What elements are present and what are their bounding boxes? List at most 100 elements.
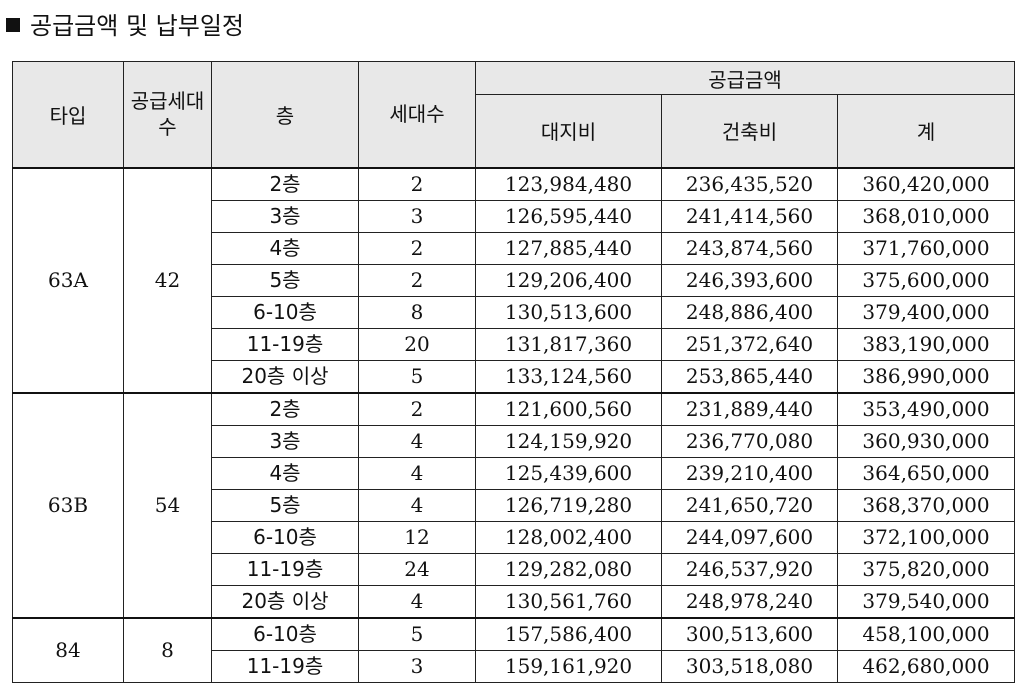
units-cell: 24	[358, 552, 476, 586]
supply-price-table: 타입 공급세대수 층 세대수 공급금액 대지비 건축비 계 63A 42 2층 2 12…	[12, 61, 1016, 683]
total-price-cell: 375,600,000	[836, 263, 1016, 297]
land-price-cell: 125,439,600	[475, 456, 662, 490]
table-row: 20층 이상 5 133,124,560 253,865,440 386,990,000	[13, 359, 1016, 393]
table-row: 3층 3 126,595,440 241,414,560 368,010,000	[13, 199, 1016, 233]
building-price-cell: 231,889,440	[661, 391, 838, 426]
table-row: 6-10층 12 128,002,400 244,097,600 372,100,000	[13, 520, 1016, 554]
building-price-cell: 246,393,600	[661, 263, 838, 297]
supply-units-cell: 54	[123, 391, 212, 618]
building-price-cell: 300,513,600	[661, 616, 838, 651]
total-price-cell: 368,010,000	[836, 199, 1016, 233]
total-price-cell: 458,100,000	[836, 616, 1016, 651]
floor-cell: 6-10층	[211, 295, 359, 329]
floor-cell: 3층	[211, 199, 359, 233]
units-cell: 8	[358, 295, 476, 329]
table-body: 63A 42 2층 2 123,984,480 236,435,520 360,420,00…	[12, 166, 1016, 683]
land-price-cell: 159,161,920	[475, 649, 662, 683]
total-price-cell: 386,990,000	[836, 359, 1016, 393]
land-price-cell: 123,984,480	[475, 166, 662, 201]
units-cell: 2	[358, 166, 476, 201]
land-price-cell: 131,817,360	[475, 327, 662, 361]
table-row: 6-10층 8 130,513,600 248,886,400 379,400,000	[13, 295, 1016, 329]
building-price-cell: 253,865,440	[661, 359, 838, 393]
floor-cell: 4층	[211, 231, 359, 265]
type-cell: 63A	[12, 166, 124, 393]
total-price-cell: 383,190,000	[836, 327, 1016, 361]
total-price-cell: 353,490,000	[836, 391, 1016, 426]
header-land: 대지비	[475, 94, 662, 168]
total-price-cell: 371,760,000	[836, 231, 1016, 265]
total-price-cell: 368,370,000	[836, 488, 1016, 522]
floor-cell: 2층	[211, 391, 359, 426]
table-header: 타입 공급세대수 층 세대수 공급금액 대지비 건축비 계	[12, 61, 1016, 168]
building-price-cell: 248,886,400	[661, 295, 838, 329]
building-price-cell: 236,770,080	[661, 424, 838, 458]
type-cell: 63B	[12, 391, 124, 618]
table-row: 4층 4 125,439,600 239,210,400 364,650,000	[13, 456, 1016, 490]
land-price-cell: 129,206,400	[475, 263, 662, 297]
supply-units-cell: 8	[123, 616, 212, 683]
table-row: 4층 2 127,885,440 243,874,560 371,760,000	[13, 231, 1016, 265]
land-price-cell: 126,719,280	[475, 488, 662, 522]
units-cell: 12	[358, 520, 476, 554]
header-supply-units: 공급세대수	[123, 61, 212, 168]
total-price-cell: 379,540,000	[836, 584, 1016, 618]
total-price-cell: 375,820,000	[836, 552, 1016, 586]
floor-cell: 6-10층	[211, 616, 359, 651]
land-price-cell: 157,586,400	[475, 616, 662, 651]
table-row: 3층 4 124,159,920 236,770,080 360,930,000	[13, 424, 1016, 458]
total-price-cell: 379,400,000	[836, 295, 1016, 329]
land-price-cell: 133,124,560	[475, 359, 662, 393]
units-cell: 4	[358, 456, 476, 490]
table-row: 84 8 6-10층 5 157,586,400 300,513,600 458,100,0…	[12, 616, 1016, 683]
supply-units-cell: 42	[123, 166, 212, 393]
units-cell: 4	[358, 584, 476, 618]
header-type: 타입	[12, 61, 124, 168]
floor-cell: 20층 이상	[211, 359, 359, 393]
building-price-cell: 236,435,520	[661, 166, 838, 201]
units-cell: 4	[358, 424, 476, 458]
land-price-cell: 124,159,920	[475, 424, 662, 458]
units-cell: 3	[358, 199, 476, 233]
table-row: 11-19층 3 159,161,920 303,518,080 462,680,000	[13, 649, 1016, 683]
total-price-cell: 372,100,000	[836, 520, 1016, 554]
table-row: 63A 42 2층 2 123,984,480 236,435,520 360,420,00…	[12, 166, 1016, 393]
building-price-cell: 241,414,560	[661, 199, 838, 233]
units-cell: 20	[358, 327, 476, 361]
total-price-cell: 462,680,000	[836, 649, 1016, 683]
table-row: 5층 4 126,719,280 241,650,720 368,370,000	[13, 488, 1016, 522]
building-price-cell: 241,650,720	[661, 488, 838, 522]
building-price-cell: 303,518,080	[661, 649, 838, 683]
units-cell: 4	[358, 488, 476, 522]
units-cell: 3	[358, 649, 476, 683]
total-price-cell: 360,420,000	[836, 166, 1016, 201]
units-cell: 5	[358, 359, 476, 393]
land-price-cell: 127,885,440	[475, 231, 662, 265]
land-price-cell: 121,600,560	[475, 391, 662, 426]
header-supply-amount: 공급금액	[474, 61, 1016, 95]
building-price-cell: 248,978,240	[661, 584, 838, 618]
units-cell: 2	[358, 391, 476, 426]
header-total: 계	[836, 94, 1016, 168]
floor-cell: 6-10층	[211, 520, 359, 554]
section-title: 공급금액 및 납부일정	[6, 6, 244, 46]
building-price-cell: 244,097,600	[661, 520, 838, 554]
building-price-cell: 243,874,560	[661, 231, 838, 265]
floor-cell: 4층	[211, 456, 359, 490]
table-row: 20층 이상 4 130,561,760 248,978,240 379,540,000	[13, 584, 1016, 618]
total-price-cell: 364,650,000	[836, 456, 1016, 490]
land-price-cell: 129,282,080	[475, 552, 662, 586]
floor-cell: 3층	[211, 424, 359, 458]
header-units: 세대수	[358, 61, 476, 168]
building-price-cell: 251,372,640	[661, 327, 838, 361]
land-price-cell: 126,595,440	[475, 199, 662, 233]
floor-cell: 11-19층	[211, 649, 359, 683]
floor-cell: 5층	[211, 488, 359, 522]
floor-cell: 11-19층	[211, 327, 359, 361]
table-row: 63B 54 2층 2 121,600,560 231,889,440 353,490,00…	[12, 391, 1016, 618]
land-price-cell: 130,561,760	[475, 584, 662, 618]
header-building: 건축비	[661, 94, 838, 168]
table-row: 11-19층 20 131,817,360 251,372,640 383,190,00…	[13, 327, 1016, 361]
units-cell: 5	[358, 616, 476, 651]
type-cell: 84	[12, 616, 124, 683]
